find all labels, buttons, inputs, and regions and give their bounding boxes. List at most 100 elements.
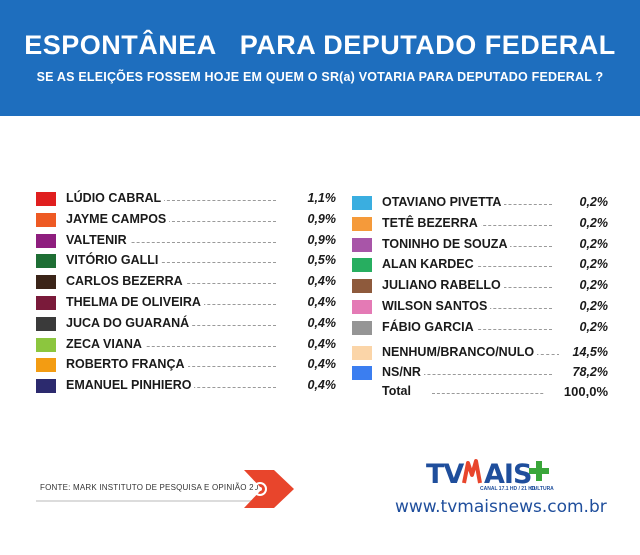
table-row: CARLOS BEZERRA 0,4% (36, 272, 336, 292)
header-banner: ESPONTÂNEA PARA DEPUTADO FEDERAL SE AS E… (0, 0, 640, 116)
candidate-name: WILSON SANTOS (382, 299, 491, 313)
leader-dots (392, 374, 552, 376)
legend-swatch (36, 379, 56, 394)
candidate-value: 78,2% (559, 365, 608, 380)
table-row: EMANUEL PINHIERO 0,4% (36, 376, 336, 396)
table-row: OTAVIANO PIVETTA 0,2% (352, 193, 608, 213)
legend-swatch (352, 300, 372, 314)
legend-swatch (352, 196, 372, 210)
table-row: TONINHO DE SOUZA 0,2% (352, 235, 608, 255)
candidate-value: 0,2% (559, 236, 608, 251)
table-row: LÚDIO CABRAL 1,1% (36, 189, 336, 209)
legend-swatch (36, 254, 56, 269)
leader-dots (76, 262, 276, 264)
total-value: 100,0% (545, 384, 608, 399)
candidate-value: 0,5% (287, 253, 336, 268)
candidate-name: TONINHO DE SOUZA (382, 236, 511, 251)
legend-swatch (36, 358, 56, 373)
table-row: THELMA DE OLIVEIRA 0,4% (36, 293, 336, 313)
leader-dots (76, 220, 276, 222)
legend-swatch (36, 275, 56, 290)
page-subtitle: SE AS ELEIÇÕES FOSSEM HOJE EM QUEM O SR(… (36, 70, 604, 84)
tvmais-logo: TV AIS CANAL 17.1 HD / 21 HD CULTURA (426, 455, 556, 497)
candidate-value: 0,2% (559, 299, 608, 313)
candidate-name: ALAN KARDEC (382, 257, 477, 272)
candidate-name: VITÓRIO GALLI (66, 253, 162, 268)
legend-swatch (352, 320, 372, 335)
candidate-value: 0,4% (287, 336, 336, 351)
candidate-value: 1,1% (287, 191, 336, 205)
legend-swatch (36, 296, 56, 310)
table-row: FÁBIO GARCIA 0,2% (352, 318, 608, 338)
candidate-value: 0,4% (287, 357, 336, 372)
candidate-value: 0,2% (559, 257, 608, 272)
leader-dots (530, 354, 560, 355)
candidate-name: TETÊ BEZERRA (382, 215, 481, 230)
candidate-name: LÚDIO CABRAL (66, 191, 165, 205)
source-divider (36, 500, 266, 502)
candidate-name: ROBERTO FRANÇA (66, 357, 188, 372)
candidate-name: NENHUM/BRANCO/NULO (382, 345, 538, 359)
table-row: ZECA VIANA 0,4% (36, 335, 336, 355)
legend-swatch (36, 212, 56, 227)
candidate-name: THELMA DE OLIVEIRA (66, 295, 204, 309)
candidate-value: 0,4% (287, 378, 336, 393)
total-label: Total (382, 384, 414, 398)
candidate-value: 0,4% (287, 274, 336, 289)
logo-cultura-text: CULTURA (530, 486, 554, 492)
table-row: TETÊ BEZERRA 0,2% (352, 214, 608, 234)
legend-swatch (36, 233, 56, 248)
table-row: ROBERTO FRANÇA 0,4% (36, 355, 336, 375)
total-row: Total 100,0% (352, 382, 608, 402)
legend-swatch (36, 337, 56, 352)
table-row: VITÓRIO GALLI 0,5% (36, 251, 336, 271)
candidate-name: ZECA VIANA (66, 336, 145, 351)
svg-text:TV: TV (426, 459, 464, 490)
candidate-name: JULIANO RABELLO (382, 278, 504, 293)
table-row: NS/NR 78,2% (352, 363, 608, 383)
table-row: JULIANO RABELLO 0,2% (352, 276, 608, 296)
legend-swatch (352, 216, 372, 231)
legend-swatch (352, 237, 372, 252)
legend-swatch (36, 316, 56, 331)
candidate-value: 0,9% (287, 232, 336, 247)
candidate-value: 0,4% (287, 295, 336, 309)
page-title: ESPONTÂNEA PARA DEPUTADO FEDERAL (24, 30, 616, 60)
legend-swatch (352, 258, 372, 273)
candidate-name: JUCA DO GUARANÁ (66, 315, 193, 330)
website-link[interactable]: www.tvmaisnews.com.br (395, 497, 607, 517)
table-row: ALAN KARDEC 0,2% (352, 255, 608, 275)
candidate-name: CARLOS BEZERRA (66, 274, 186, 289)
leader-dots (76, 200, 276, 201)
candidate-name: FÁBIO GARCIA (382, 319, 477, 334)
leader-dots (432, 393, 558, 394)
table-row: NENHUM/BRANCO/NULO 14,5% (352, 343, 608, 363)
table-row: VALTENIR 0,9% (36, 231, 336, 251)
candidate-value: 14,5% (559, 345, 608, 359)
candidate-value: 0,2% (559, 278, 608, 293)
candidate-value: 0,4% (287, 315, 336, 330)
table-row: JUCA DO GUARANÁ 0,4% (36, 314, 336, 334)
source-note: FONTE: MARK INSTITUTO DE PESQUISA E OPIN… (40, 483, 268, 492)
candidate-value: 0,2% (559, 215, 608, 230)
candidate-value: 0,9% (287, 211, 336, 226)
leader-dots (76, 345, 276, 347)
candidate-name: NS/NR (382, 365, 424, 380)
candidate-name: JAYME CAMPOS (66, 211, 170, 226)
legend-swatch (352, 366, 372, 381)
legend-swatch (352, 279, 372, 294)
legend-swatch (352, 346, 372, 360)
legend-swatch (36, 192, 56, 206)
tvmais-logo-mark: TV AIS (426, 459, 549, 490)
leader-dots (76, 241, 276, 243)
candidate-name: EMANUEL PINHIERO (66, 378, 195, 393)
table-row: JAYME CAMPOS 0,9% (36, 210, 336, 230)
candidate-value: 0,2% (559, 195, 608, 209)
arrow-right-icon (244, 470, 294, 508)
logo-canal-text: CANAL 17.1 HD / 21 HD (480, 486, 536, 492)
candidate-name: OTAVIANO PIVETTA (382, 195, 505, 209)
candidate-value: 0,2% (559, 319, 608, 334)
table-row: WILSON SANTOS 0,2% (352, 297, 608, 317)
svg-text:AIS: AIS (484, 459, 531, 490)
candidate-name: VALTENIR (66, 232, 130, 247)
